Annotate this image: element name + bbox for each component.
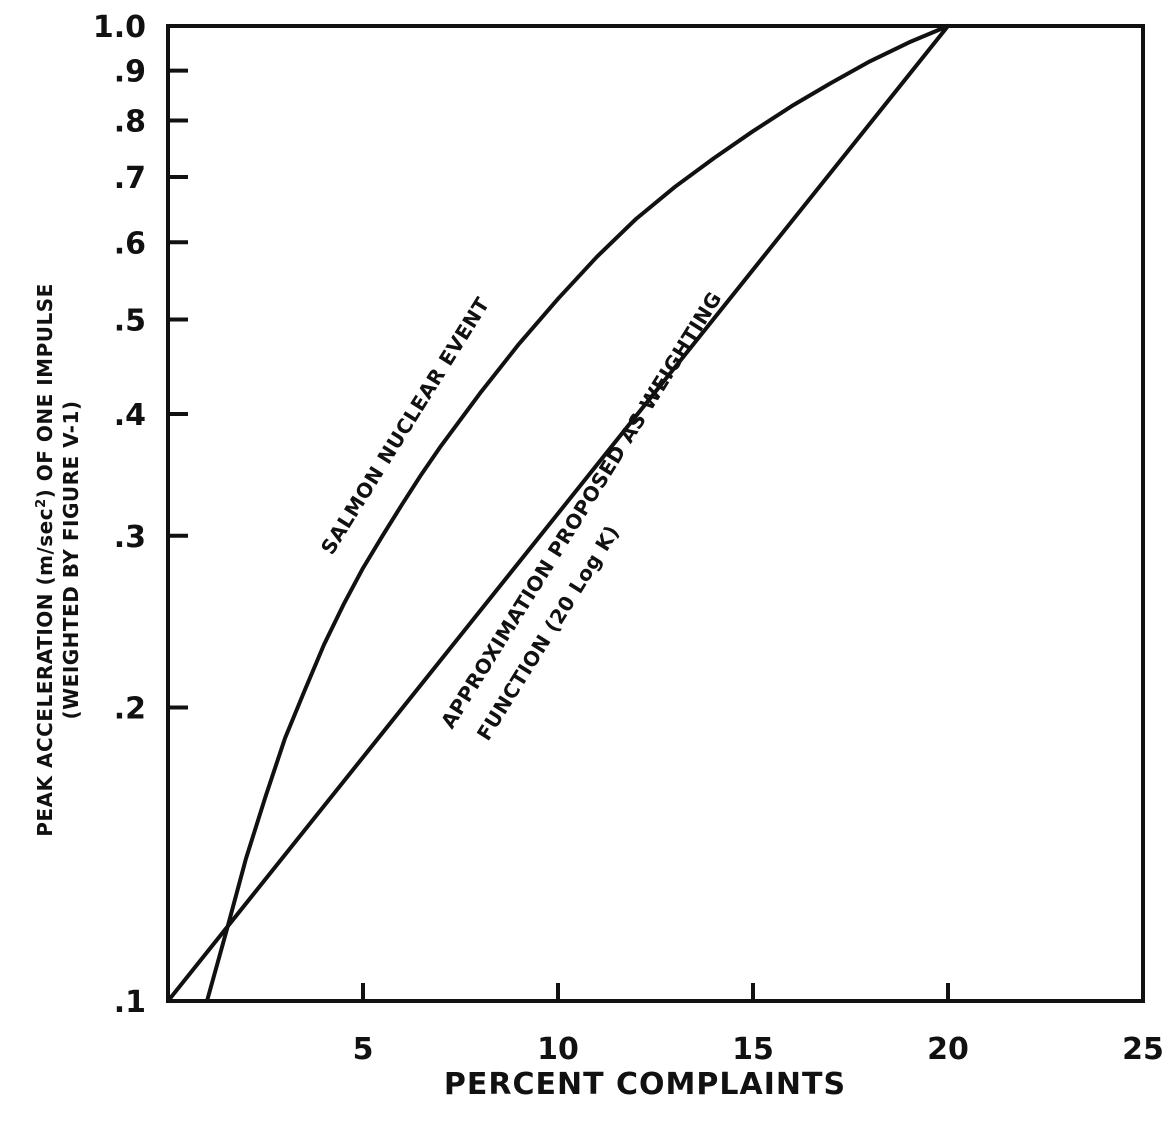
x-tick-label-5: 5: [353, 1032, 374, 1067]
y-axis-title-line2: (WEIGHTED BY FIGURE V-1): [59, 400, 83, 719]
series-line-salmon-nuclear-event: [205, 24, 950, 1003]
y-tick-label-p2: .2: [114, 691, 146, 726]
x-tick-label-15: 15: [732, 1032, 774, 1067]
x-axis-ticks: 5 10 15 20 25: [353, 983, 1164, 1067]
y-tick-label-p9: .9: [114, 55, 146, 90]
y-tick-label-1p0: 1.0: [93, 10, 146, 45]
y-tick-label-p4: .4: [114, 398, 146, 433]
series-label-approximation-line1: APPROXIMATION PROPOSED AS WEIGHTING: [436, 287, 727, 732]
y-tick-label-p7: .7: [114, 161, 146, 196]
y-tick-label-p6: .6: [114, 226, 146, 261]
series-line-approximation: [166, 24, 950, 1003]
y-axis-title-line1: PEAK ACCELERATION (m/sec2) OF ONE IMPULS…: [33, 283, 57, 837]
x-axis-title: PERCENT COMPLAINTS: [444, 1067, 846, 1102]
x-tick-label-25: 25: [1122, 1032, 1164, 1067]
series-label-salmon: SALMON NUCLEAR EVENT: [316, 293, 494, 559]
plot-frame: [166, 24, 1145, 1003]
y-tick-label-p3: .3: [114, 520, 146, 555]
y-tick-label-p1: .1: [114, 985, 146, 1020]
y-tick-label-p8: .8: [114, 104, 146, 139]
x-tick-label-10: 10: [537, 1032, 579, 1067]
x-tick-label-20: 20: [927, 1032, 969, 1067]
y-tick-label-p5: .5: [114, 304, 146, 339]
y-axis-ticks: .1 .2 .3 .4 .5 .6 .7 .8 .9 1.0: [93, 10, 188, 1020]
